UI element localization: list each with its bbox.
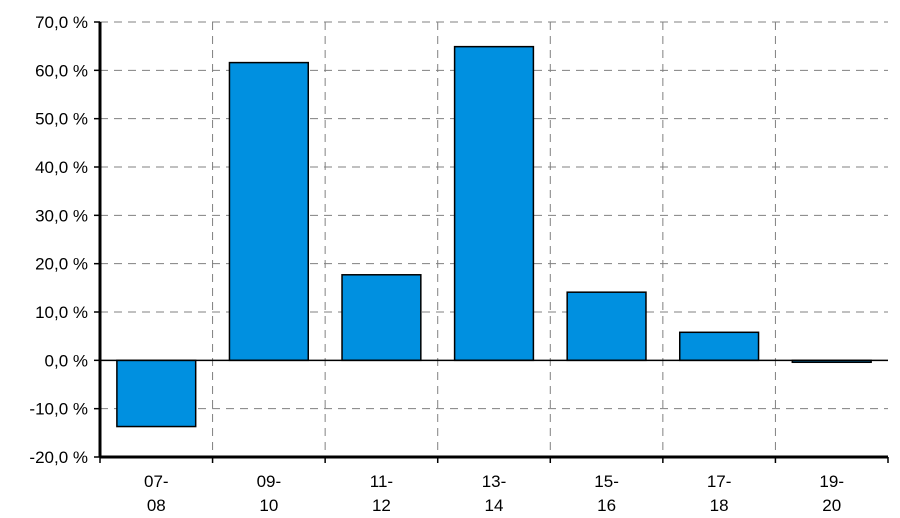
x-category-label-line: 17-: [707, 472, 732, 491]
x-category-label-line: 11-: [370, 472, 393, 491]
y-tick-label: 70,0 %: [35, 13, 88, 32]
x-category-label-line: 15-: [594, 472, 619, 491]
x-category-label: 09-10: [257, 472, 282, 515]
labels: 70,0 % 60,0 % 50,0 % 40,0 % 30,0 % 20,0 % 10,0…: [29, 13, 844, 515]
x-category-label: 15-16: [594, 472, 619, 515]
x-category-label-line: 20: [822, 496, 841, 515]
bar-17-18: [678, 331, 760, 362]
x-category-label-line: 16: [597, 496, 616, 515]
x-category-label-line: 18: [710, 496, 729, 515]
y-tick-label: 20,0 %: [35, 255, 88, 274]
y-tick-label: 50,0 %: [35, 110, 88, 129]
bar-07-08: [116, 359, 197, 428]
x-category-label-line: 12: [372, 496, 391, 515]
x-category-label-line: 14: [485, 496, 504, 515]
x-category-label: 13-14: [482, 472, 507, 515]
x-category-label: 17-18: [707, 472, 732, 515]
bar-15-16: [566, 291, 647, 362]
x-category-label: 07-08: [144, 472, 169, 515]
y-tick-label: 30,0 %: [35, 206, 88, 225]
x-category-label: 11-12: [370, 472, 393, 515]
x-category-label-line: 09-: [257, 472, 282, 491]
y-tick-label: 10,0 %: [35, 303, 88, 322]
axes: [94, 21, 889, 463]
x-category-label-line: 10: [259, 496, 278, 515]
x-category-label: 19-20: [819, 472, 844, 515]
x-category-label-line: 13-: [482, 472, 507, 491]
bar-09-10: [228, 61, 310, 362]
x-category-label-line: 19-: [819, 472, 844, 491]
y-tick-label: -20,0 %: [29, 448, 88, 467]
bar-11-12: [341, 274, 422, 362]
x-category-label-line: 08: [147, 496, 166, 515]
bar-13-14: [453, 45, 535, 362]
bars: [116, 45, 872, 428]
x-category-label-line: 07-: [144, 472, 169, 491]
y-tick-label: -10,0 %: [29, 400, 88, 419]
y-tick-label: 60,0 %: [35, 61, 88, 80]
y-tick-label: 0,0 %: [45, 351, 88, 370]
y-tick-label: 40,0 %: [35, 158, 88, 177]
